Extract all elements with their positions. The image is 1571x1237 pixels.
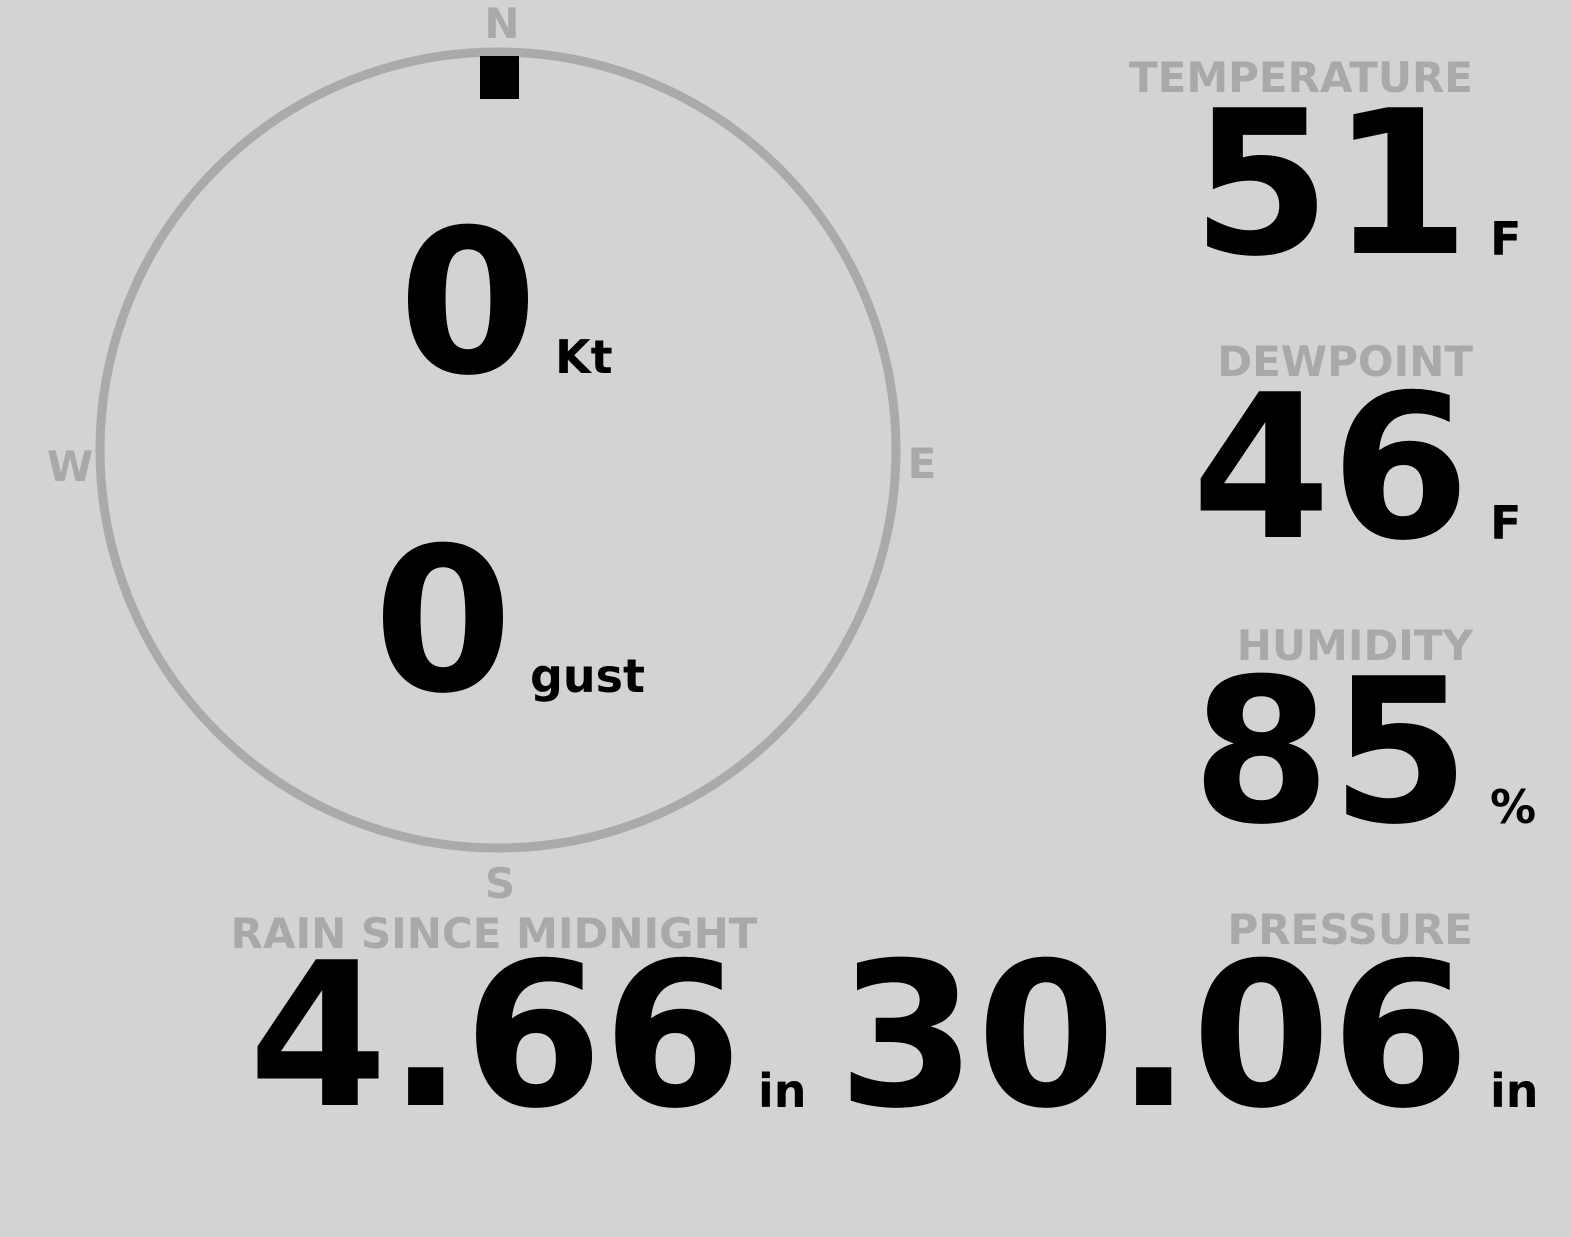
reading-value: 46 bbox=[1192, 352, 1470, 585]
wind-gust-unit: gust bbox=[530, 649, 645, 703]
reading-unit: % bbox=[1490, 780, 1536, 834]
wind-speed: 0 bbox=[398, 187, 537, 420]
compass: N S W E 0 Kt 0 gust bbox=[47, 0, 937, 908]
wind-direction-marker bbox=[480, 56, 519, 99]
rain-value: 4.66 bbox=[249, 920, 742, 1153]
compass-south: S bbox=[485, 859, 515, 908]
reading-label: HUMIDITY bbox=[1237, 621, 1474, 670]
wind-speed-unit: Kt bbox=[555, 330, 613, 384]
wind-gust: 0 bbox=[373, 505, 512, 738]
reading-unit: in bbox=[1490, 1064, 1539, 1118]
rain: RAIN SINCE MIDNIGHT 4.66 in bbox=[231, 909, 807, 1153]
compass-ring bbox=[95, 47, 901, 853]
compass-west: W bbox=[47, 442, 93, 491]
reading-value: 30.06 bbox=[837, 920, 1470, 1153]
reading-label: DEWPOINT bbox=[1217, 337, 1473, 386]
reading-label: PRESSURE bbox=[1227, 905, 1473, 954]
reading-label: TEMPERATURE bbox=[1129, 53, 1473, 102]
compass-east: E bbox=[908, 439, 937, 488]
reading-value: 51 bbox=[1192, 68, 1470, 301]
reading-unit: F bbox=[1490, 212, 1521, 266]
reading-unit: F bbox=[1490, 496, 1521, 550]
compass-north: N bbox=[484, 0, 519, 48]
rain-label: RAIN SINCE MIDNIGHT bbox=[231, 909, 758, 958]
reading-value: 85 bbox=[1192, 636, 1470, 869]
rain-unit: in bbox=[758, 1064, 807, 1118]
